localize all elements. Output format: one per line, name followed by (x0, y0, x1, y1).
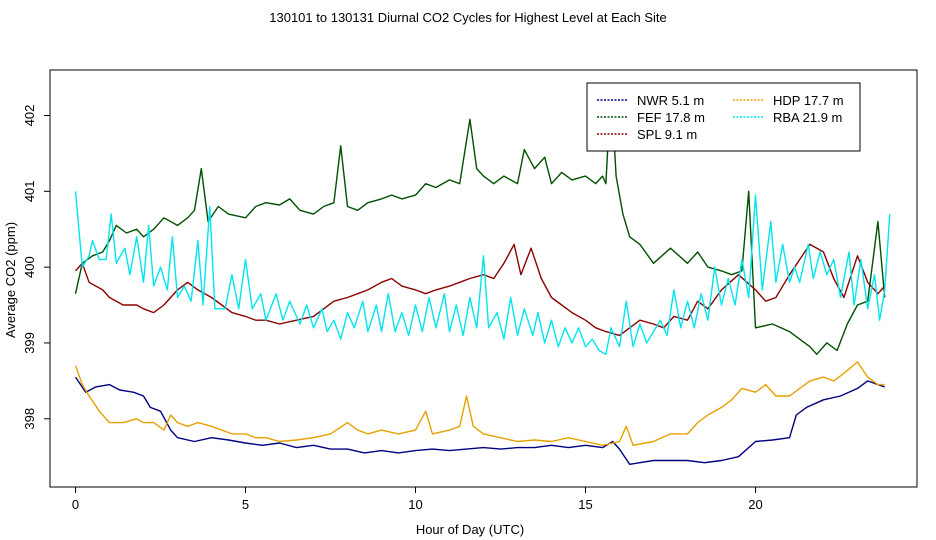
y-tick-label: 399 (22, 332, 37, 354)
plot-frame (49, 69, 918, 488)
x-tick-label: 20 (748, 497, 762, 512)
x-tick-label: 5 (242, 497, 249, 512)
x-tick-label: 10 (408, 497, 422, 512)
series-line-rba (74, 191, 891, 355)
y-tick-label: 402 (22, 105, 37, 127)
series-layer (74, 84, 891, 465)
series-line-nwr (74, 376, 885, 465)
y-tick-label: 401 (22, 180, 37, 202)
series-line-spl (74, 243, 886, 337)
chart-title: 130101 to 130131 Diurnal CO2 Cycles for … (269, 10, 666, 25)
x-tick-label: 0 (72, 497, 79, 512)
legend: NWR 5.1 m FEF 17.8 m SPL 9.1 m HDP 17.7 m RB… (586, 82, 861, 152)
y-axis-label: Average CO2 (ppm) (3, 222, 18, 338)
x-tick-label: 15 (578, 497, 592, 512)
y-tick-label: 398 (22, 408, 37, 430)
legend-label: SPL 9.1 m (637, 127, 697, 142)
y-axis: 398 399 400 401 402 (22, 105, 50, 430)
series-line-hdp (74, 361, 885, 446)
x-axis: 0 5 10 15 20 (72, 487, 763, 512)
legend-label: NWR 5.1 m (637, 93, 704, 108)
legend-label: FEF 17.8 m (637, 110, 705, 125)
y-tick-label: 400 (22, 256, 37, 278)
legend-label: RBA 21.9 m (773, 110, 842, 125)
legend-label: HDP 17.7 m (773, 93, 844, 108)
series-line-fef (74, 84, 886, 355)
x-axis-label: Hour of Day (UTC) (416, 522, 524, 537)
legend-box (586, 82, 861, 152)
